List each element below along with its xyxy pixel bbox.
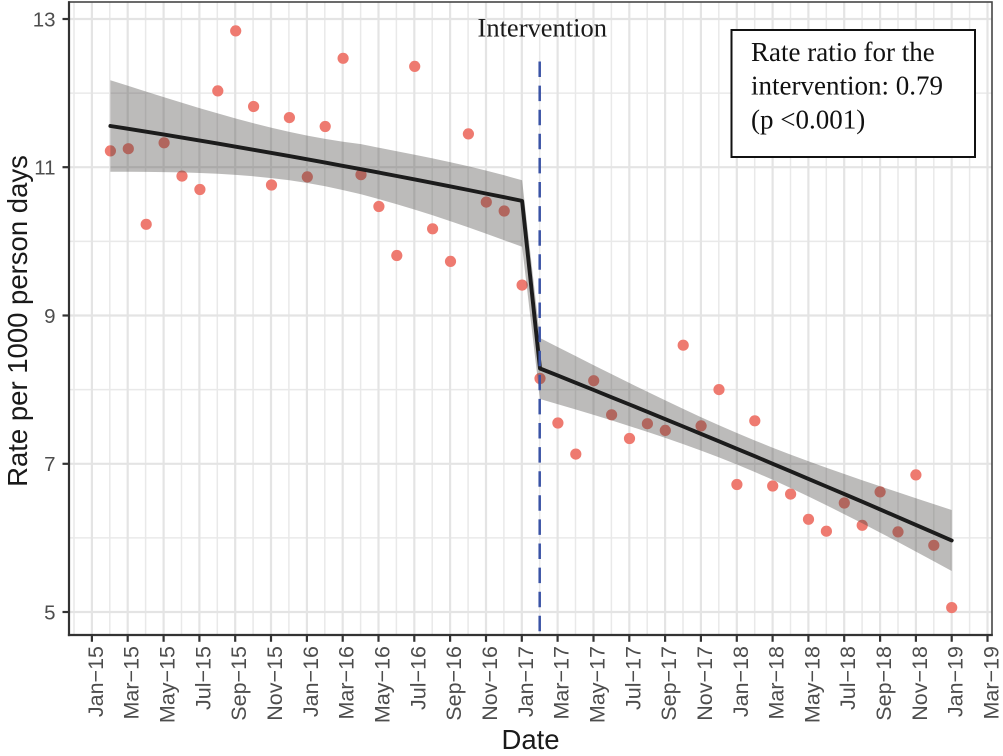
- svg-text:Rate ratio for the: Rate ratio for the: [751, 37, 935, 67]
- svg-text:May−16: May−16: [371, 646, 395, 723]
- svg-text:Nov−17: Nov−17: [693, 646, 717, 721]
- svg-text:Jan−19: Jan−19: [944, 646, 968, 717]
- svg-text:Jul−16: Jul−16: [406, 646, 430, 710]
- svg-text:Rate per 1000 person days: Rate per 1000 person days: [2, 155, 33, 487]
- svg-text:Jan−17: Jan−17: [514, 646, 538, 717]
- svg-text:5: 5: [44, 601, 55, 624]
- svg-text:Mar−17: Mar−17: [550, 646, 574, 720]
- svg-text:Intervention: Intervention: [478, 13, 608, 43]
- svg-text:Mar−19: Mar−19: [980, 646, 1003, 720]
- svg-text:Jan−18: Jan−18: [729, 646, 753, 717]
- svg-text:9: 9: [44, 305, 55, 328]
- svg-text:May−17: May−17: [586, 646, 610, 723]
- svg-text:Sep−18: Sep−18: [872, 646, 896, 721]
- svg-text:Date: Date: [501, 724, 559, 751]
- svg-text:Mar−18: Mar−18: [765, 646, 789, 720]
- svg-text:Jul−15: Jul−15: [191, 646, 215, 710]
- svg-text:7: 7: [44, 453, 55, 476]
- svg-text:11: 11: [34, 157, 55, 180]
- svg-text:Jul−18: Jul−18: [836, 646, 860, 710]
- svg-text:Jan−16: Jan−16: [299, 646, 323, 717]
- svg-text:Sep−15: Sep−15: [227, 646, 251, 721]
- svg-text:Mar−15: Mar−15: [120, 646, 144, 720]
- svg-text:13: 13: [33, 8, 56, 31]
- svg-text:Nov−15: Nov−15: [263, 646, 287, 721]
- svg-text:Jan−15: Jan−15: [84, 646, 108, 717]
- svg-text:intervention: 0.79: intervention: 0.79: [751, 71, 943, 101]
- svg-text:Nov−18: Nov−18: [908, 646, 932, 721]
- svg-text:(p <0.001): (p <0.001): [751, 105, 865, 135]
- svg-text:May−18: May−18: [800, 646, 824, 723]
- svg-text:May−15: May−15: [156, 646, 180, 723]
- svg-text:Nov−16: Nov−16: [478, 646, 502, 721]
- svg-text:Sep−16: Sep−16: [442, 646, 466, 721]
- svg-text:Sep−17: Sep−17: [657, 646, 681, 721]
- svg-text:Mar−16: Mar−16: [335, 646, 359, 720]
- svg-text:Jul−17: Jul−17: [621, 646, 645, 710]
